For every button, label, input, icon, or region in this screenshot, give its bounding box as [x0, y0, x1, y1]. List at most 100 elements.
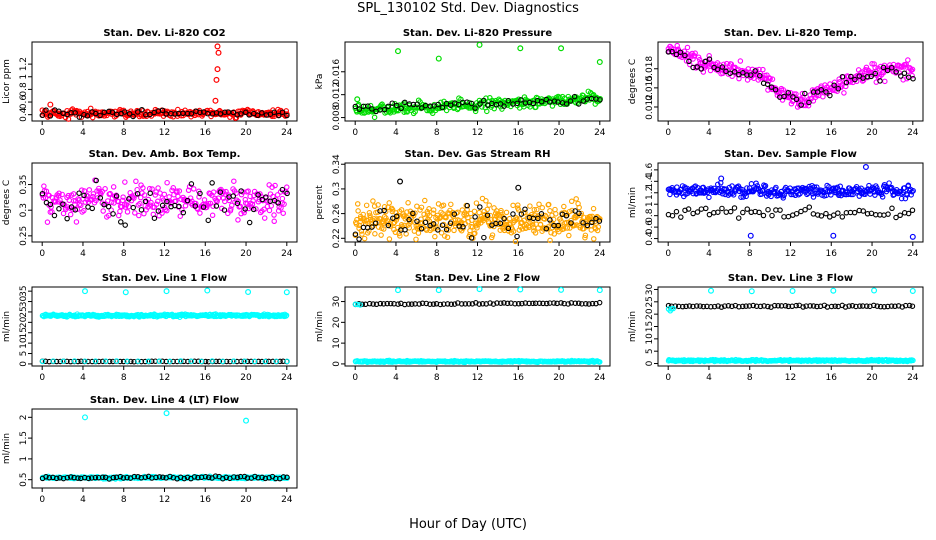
data-point: [228, 206, 234, 212]
x-tick-label: 20: [553, 373, 565, 383]
data-point: [735, 215, 742, 221]
data-point: [814, 212, 821, 218]
data-point: [250, 206, 257, 213]
data-point: [572, 300, 579, 306]
data-point: [118, 219, 124, 225]
data-point: [121, 109, 128, 115]
data-point: [806, 99, 812, 106]
data-point: [863, 303, 870, 309]
data-point: [569, 207, 575, 214]
data-point: [590, 205, 597, 212]
data-point: [566, 232, 572, 239]
data-point: [514, 216, 520, 223]
data-point: [552, 206, 558, 213]
data-point-outlier: [47, 101, 54, 108]
data-point: [451, 301, 458, 307]
y-tick-label: 1.2: [19, 57, 29, 71]
data-point: [238, 111, 244, 117]
data-point: [769, 76, 776, 82]
data-point: [138, 207, 145, 213]
data-point: [261, 215, 268, 221]
data-point: [864, 211, 871, 217]
data-point: [60, 210, 67, 217]
data-point: [246, 219, 253, 226]
y-tick-label: 1.2: [645, 186, 655, 200]
data-point: [886, 180, 892, 186]
data-point: [477, 204, 483, 210]
x-tick-label: 16: [513, 249, 525, 259]
data-point: [444, 301, 451, 307]
data-point: [805, 102, 812, 109]
data-point-outlier: [243, 417, 250, 424]
data-point: [665, 302, 672, 309]
data-point: [141, 192, 148, 198]
y-tick-label: 0.6: [19, 95, 29, 110]
data-point: [723, 209, 729, 215]
data-point: [793, 96, 800, 103]
data-point: [419, 105, 425, 111]
data-point: [870, 302, 877, 309]
data-point: [177, 358, 184, 364]
y-tick-label: 20: [332, 316, 342, 328]
data-point: [670, 305, 676, 312]
x-tick-label: 20: [866, 249, 878, 259]
data-point-outlier: [789, 287, 796, 294]
data-point: [253, 206, 259, 212]
data-point: [160, 474, 166, 480]
data-point-outlier: [122, 289, 129, 296]
data-point: [823, 89, 829, 95]
data-point: [130, 204, 137, 211]
data-point: [744, 77, 751, 83]
data-point: [573, 196, 579, 202]
data-point: [147, 190, 153, 196]
y-tick-label: 0.015: [645, 75, 655, 101]
data-point: [693, 303, 700, 309]
data-point: [174, 358, 180, 365]
data-point: [140, 185, 146, 191]
data-point: [263, 194, 269, 200]
data-point: [686, 303, 693, 309]
data-point: [238, 188, 244, 194]
data-point: [859, 78, 866, 84]
data-point: [459, 207, 466, 213]
data-point-outlier: [245, 288, 252, 295]
data-point: [905, 57, 911, 63]
data-point: [690, 210, 696, 217]
data-point: [595, 224, 602, 230]
data-point: [728, 61, 735, 67]
data-point: [76, 190, 82, 196]
data-point: [484, 206, 490, 213]
x-tick-label: 4: [393, 249, 399, 259]
data-point: [273, 358, 279, 365]
data-point: [385, 222, 392, 229]
data-point: [547, 217, 553, 223]
data-point: [156, 474, 163, 480]
data-point: [818, 213, 825, 219]
y-tick-label: 30: [19, 296, 29, 308]
x-tick-label: 20: [240, 249, 252, 259]
data-point: [909, 303, 916, 309]
data-point: [126, 196, 132, 202]
data-point: [89, 205, 95, 212]
data-point: [692, 50, 698, 56]
x-tick-label: 20: [553, 249, 565, 259]
data-point: [356, 106, 363, 112]
data-point: [271, 212, 277, 218]
x-tick-label: 0: [352, 373, 358, 383]
data-point: [197, 210, 203, 216]
panel-title: Stan. Dev. Li-820 Pressure: [403, 28, 553, 39]
data-point: [472, 230, 478, 237]
data-point: [448, 301, 455, 307]
data-point: [245, 188, 251, 194]
data-point-outlier: [871, 287, 878, 294]
data-point: [441, 233, 448, 239]
data-point: [479, 216, 485, 223]
data-point: [750, 302, 756, 309]
data-point: [532, 230, 539, 236]
data-point: [494, 300, 500, 306]
data-point: [284, 358, 290, 365]
data-point: [488, 234, 495, 241]
y-tick-label: 1: [19, 456, 29, 462]
x-tick-label: 4: [706, 373, 712, 383]
data-point-outlier: [395, 48, 402, 55]
